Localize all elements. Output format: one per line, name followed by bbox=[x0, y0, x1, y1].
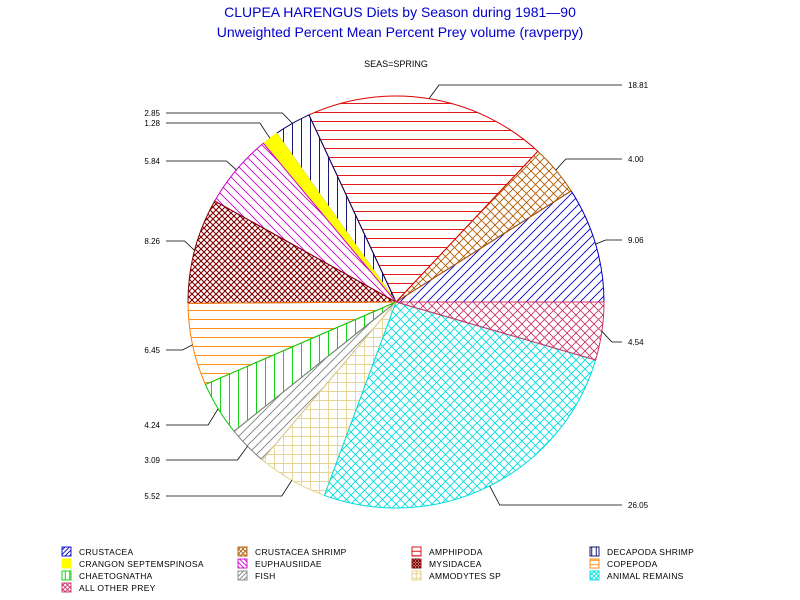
pie-slice-mysidacea bbox=[187, 200, 398, 304]
legend-swatch-crustacea-shrimp bbox=[237, 546, 248, 557]
slice-callouts: 9.06 4.00 18.81 2.851.28 5.84 8.26 6.45 4.24 3.0… bbox=[144, 81, 648, 510]
value-label-crangon-septemspinosa: 1.28 bbox=[144, 119, 160, 128]
pie-slice-all-other-prey bbox=[395, 301, 605, 361]
legend-label-crustacea: CRUSTACEA bbox=[79, 547, 134, 557]
legend-swatch-animal-remains bbox=[589, 570, 600, 581]
legend: CRUSTACEA CRUSTACEA SHRIMP AMPHIPODA DECAPO… bbox=[61, 546, 694, 593]
legend-swatch-crangon-septemspinosa bbox=[61, 558, 72, 569]
value-label-crustacea-shrimp: 4.00 bbox=[628, 155, 644, 164]
legend-label-crustacea-shrimp: CRUSTACEA SHRIMP bbox=[255, 547, 347, 557]
callout-line-crangon-septemspinosa bbox=[166, 122, 271, 139]
callout-line-animal-remains bbox=[489, 485, 622, 506]
pie-slices bbox=[187, 95, 605, 509]
legend-swatch-copepoda bbox=[589, 558, 600, 569]
callout-line-chaetognatha bbox=[166, 408, 219, 426]
legend-swatch-all-other-prey bbox=[61, 582, 72, 593]
legend-label-copepoda: COPEPODA bbox=[607, 559, 658, 569]
callout-line-decapoda-shrimp bbox=[166, 112, 293, 124]
legend-swatch-fish bbox=[237, 570, 248, 581]
legend-label-mysidacea: MYSIDACEA bbox=[429, 559, 482, 569]
callout-line-ammodytes-sp bbox=[166, 480, 293, 497]
value-label-chaetognatha: 4.24 bbox=[144, 421, 160, 430]
callout-line-crustacea bbox=[595, 239, 622, 245]
legend-swatch-decapoda-shrimp bbox=[589, 546, 600, 557]
callout-line-crustacea-shrimp bbox=[555, 158, 622, 171]
chart-title: CLUPEA HARENGUS Diets by Season during 1… bbox=[224, 4, 576, 20]
callout-line-mysidacea bbox=[166, 240, 195, 251]
legend-label-amphipoda: AMPHIPODA bbox=[429, 547, 483, 557]
legend-label-decapoda-shrimp: DECAPODA SHRIMP bbox=[607, 547, 694, 557]
value-label-ammodytes-sp: 5.52 bbox=[144, 492, 160, 501]
pie-slice-animal-remains bbox=[323, 301, 597, 509]
value-label-animal-remains: 26.05 bbox=[628, 501, 649, 510]
legend-swatch-crustacea bbox=[61, 546, 72, 557]
legend-label-crangon-septemspinosa: CRANGON SEPTEMSPINOSA bbox=[79, 559, 204, 569]
callout-line-euphausiidae bbox=[166, 160, 237, 171]
value-label-mysidacea: 8.26 bbox=[144, 237, 160, 246]
legend-swatch-mysidacea bbox=[411, 558, 422, 569]
value-label-all-other-prey: 4.54 bbox=[628, 338, 644, 347]
legend-label-chaetognatha: CHAETOGNATHA bbox=[79, 571, 153, 581]
legend-label-all-other-prey: ALL OTHER PREY bbox=[79, 583, 156, 593]
legend-swatch-ammodytes-sp bbox=[411, 570, 422, 581]
pie-slice-amphipoda bbox=[308, 95, 539, 303]
callout-line-amphipoda bbox=[428, 84, 622, 99]
legend-swatch-amphipoda bbox=[411, 546, 422, 557]
value-label-copepoda: 6.45 bbox=[144, 346, 160, 355]
value-label-crustacea: 9.06 bbox=[628, 236, 644, 245]
value-label-decapoda-shrimp: 2.85 bbox=[144, 109, 160, 118]
callout-line-fish bbox=[166, 445, 248, 461]
value-label-amphipoda: 18.81 bbox=[628, 81, 649, 90]
legend-swatch-euphausiidae bbox=[237, 558, 248, 569]
value-label-euphausiidae: 5.84 bbox=[144, 157, 160, 166]
legend-label-fish: FISH bbox=[255, 571, 276, 581]
season-label: SEAS=SPRING bbox=[364, 59, 428, 69]
legend-label-animal-remains: ANIMAL REMAINS bbox=[607, 571, 684, 581]
legend-label-ammodytes-sp: AMMODYTES SP bbox=[429, 571, 501, 581]
callout-line-all-other-prey bbox=[601, 331, 622, 343]
chart-subtitle: Unweighted Percent Mean Percent Prey vol… bbox=[217, 24, 584, 40]
legend-label-euphausiidae: EUPHAUSIIDAE bbox=[255, 559, 322, 569]
callout-line-copepoda bbox=[166, 344, 193, 351]
value-label-fish: 3.09 bbox=[144, 456, 160, 465]
legend-swatch-chaetognatha bbox=[61, 570, 72, 581]
